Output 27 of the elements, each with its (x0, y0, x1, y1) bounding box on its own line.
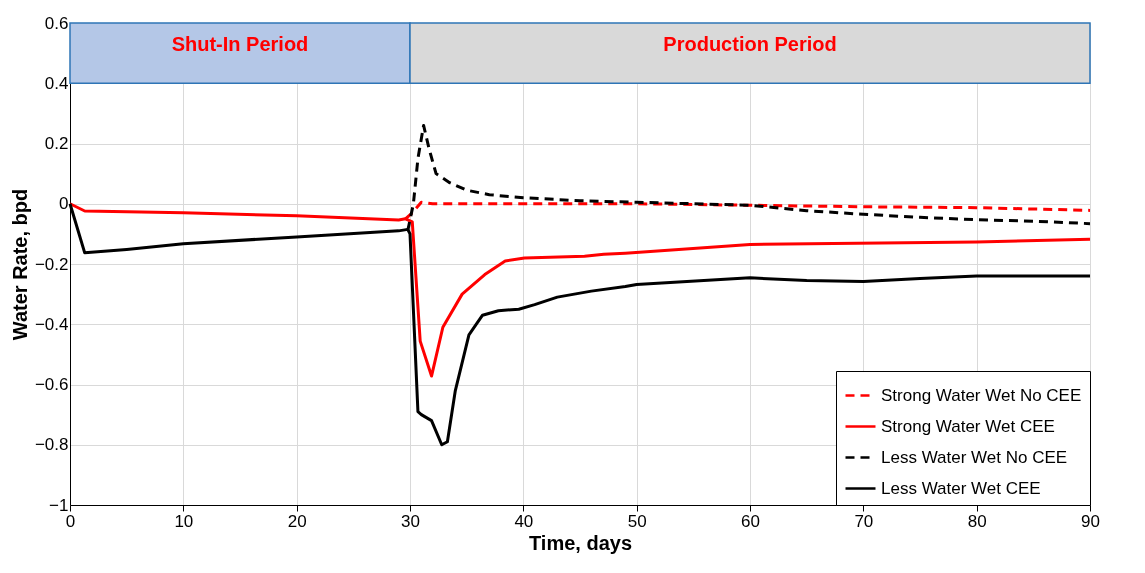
x-tick-label: 20 (287, 511, 307, 531)
y-tick-label: 0 (59, 194, 69, 214)
y-tick-label: −1 (49, 495, 69, 515)
x-tick-label: 10 (174, 511, 194, 531)
legend-label: Less Water Wet CEE (881, 478, 1041, 498)
x-tick-label: 40 (514, 511, 534, 531)
y-tick-label: −0.2 (34, 254, 69, 274)
y-tick-label: 0.2 (44, 134, 69, 153)
y-tick-label: −0.4 (34, 314, 69, 334)
y-tick-label: −0.8 (34, 435, 69, 455)
x-tick-label: 60 (741, 511, 760, 531)
y-tick-label: −0.6 (34, 375, 69, 394)
legend-label: Strong Water Wet CEE (881, 416, 1055, 436)
x-tick-label: 80 (967, 511, 987, 531)
x-tick-label: 70 (854, 511, 874, 531)
x-axis-title: Time, days (528, 531, 633, 554)
x-tick-label: 50 (627, 511, 647, 531)
y-tick-label: 0.4 (44, 73, 69, 93)
x-tick-label: 90 (1081, 511, 1100, 531)
y-axis-title: Water Rate, bpd (8, 188, 31, 341)
legend-label: Strong Water Wet No CEE (881, 385, 1082, 405)
legend-label: Less Water Wet No CEE (881, 447, 1068, 467)
band-label: Production Period (663, 33, 837, 56)
y-tick-label: 0.6 (44, 13, 69, 33)
line-series (68, 202, 1092, 378)
band-label: Shut-In Period (171, 33, 309, 56)
x-tick-label: 30 (401, 511, 420, 531)
